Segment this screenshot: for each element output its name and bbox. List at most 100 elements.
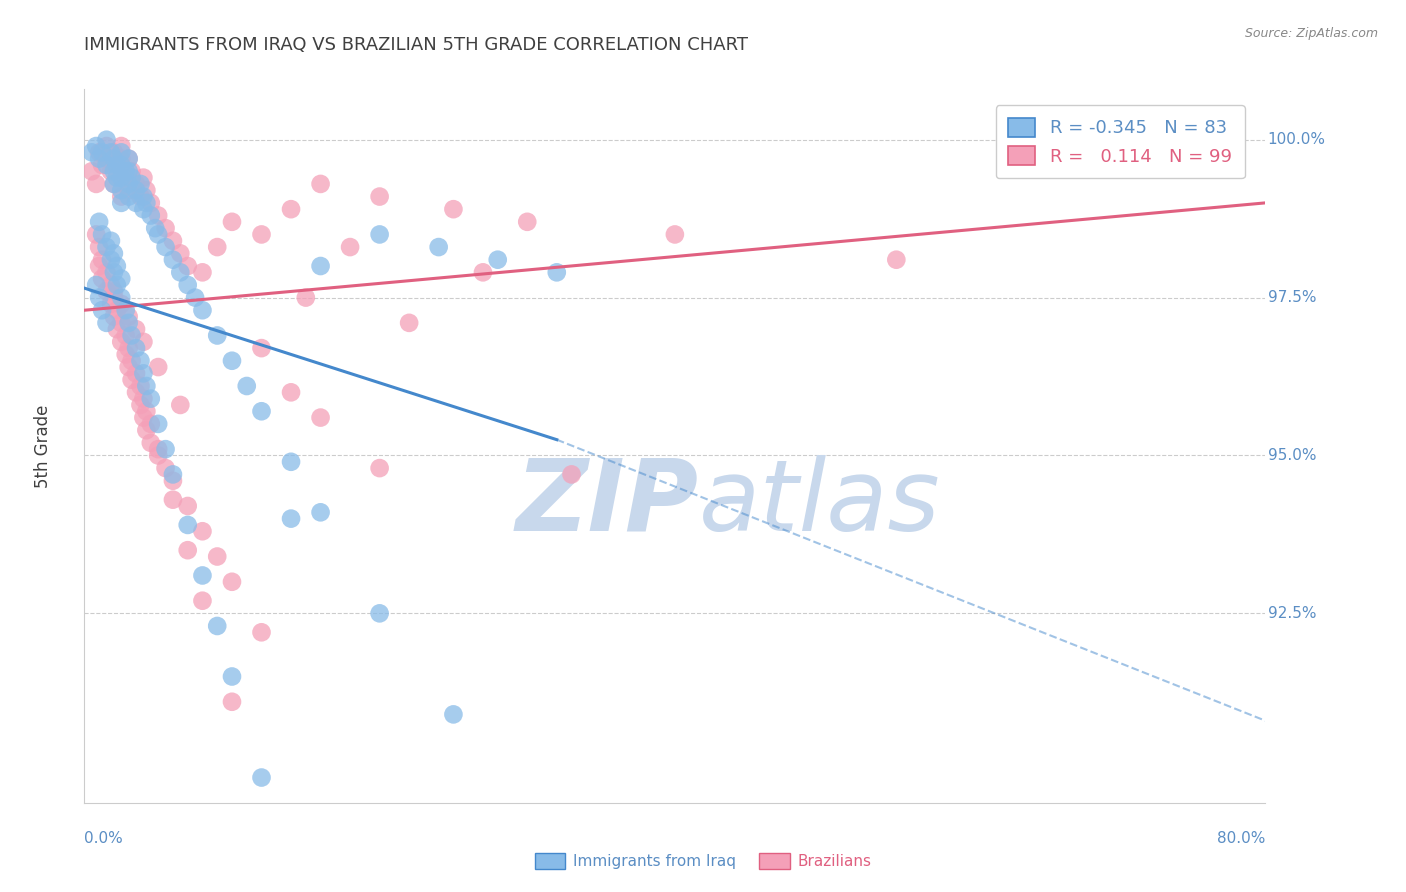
Text: Source: ZipAtlas.com: Source: ZipAtlas.com [1244,27,1378,40]
Point [129,379,152,393]
Text: 100.0%: 100.0% [1268,132,1326,147]
Point [91,271,114,285]
Point [309,410,332,425]
Point [96,240,118,254]
Point [135,404,157,418]
Text: ZIP: ZIP [516,455,699,551]
Point [309,259,332,273]
Point [91,303,114,318]
Point [516,215,538,229]
Point [148,209,170,223]
Point [191,303,214,318]
Point [105,170,128,185]
Point [87,259,111,273]
Point [139,435,162,450]
Point [100,234,122,248]
Point [125,322,148,336]
Point [177,543,200,558]
Point [118,152,141,166]
Point [148,360,170,375]
Point [84,277,107,292]
Point [105,303,128,318]
Point [110,334,132,349]
Point [155,221,177,235]
Point [309,505,332,519]
Point [87,145,111,160]
Point [132,189,155,203]
Point [280,511,302,525]
Point [177,517,200,532]
Point [368,189,391,203]
Point [103,246,125,260]
Text: 95.0%: 95.0% [1268,448,1316,463]
Point [80,145,103,160]
Point [443,707,465,722]
Point [427,240,450,254]
Point [162,252,184,267]
Point [135,379,157,393]
Point [125,177,148,191]
Point [250,625,273,640]
Point [125,367,148,381]
Point [103,291,125,305]
Point [155,442,177,457]
Point [110,183,132,197]
Point [103,177,125,191]
Point [125,341,148,355]
Point [139,392,162,406]
Point [221,695,243,709]
Point [118,189,141,203]
Point [110,316,132,330]
Text: 5th Grade: 5th Grade [34,404,52,488]
Point [96,265,118,279]
Point [398,316,420,330]
Point [118,183,141,197]
Point [118,316,141,330]
Point [114,328,136,343]
Point [143,221,166,235]
Point [87,240,111,254]
Point [368,227,391,242]
Point [121,353,143,368]
Point [121,373,143,387]
Point [91,227,114,242]
Point [110,152,132,166]
Text: 97.5%: 97.5% [1268,290,1316,305]
Point [139,417,162,431]
Point [103,152,125,166]
Point [221,669,243,683]
Point [169,265,191,279]
Text: atlas: atlas [699,455,941,551]
Point [155,240,177,254]
Text: 80.0%: 80.0% [1218,831,1265,847]
Point [368,461,391,475]
Point [177,277,200,292]
Point [110,145,132,160]
Point [110,139,132,153]
Point [96,152,118,166]
Point [105,277,128,292]
Point [103,164,125,178]
Point [280,455,302,469]
Point [177,499,200,513]
Point [96,285,118,299]
Point [207,328,229,343]
Point [148,442,170,457]
Point [110,158,132,172]
Point [129,353,152,368]
Point [236,379,259,393]
Point [80,164,103,178]
Point [110,291,132,305]
Point [886,252,908,267]
Point [96,139,118,153]
Point [105,158,128,172]
Point [250,771,273,785]
Point [280,385,302,400]
Point [162,467,184,482]
Point [162,234,184,248]
Point [125,195,148,210]
Point [87,291,111,305]
Point [207,549,229,564]
Point [339,240,361,254]
Point [561,467,583,482]
